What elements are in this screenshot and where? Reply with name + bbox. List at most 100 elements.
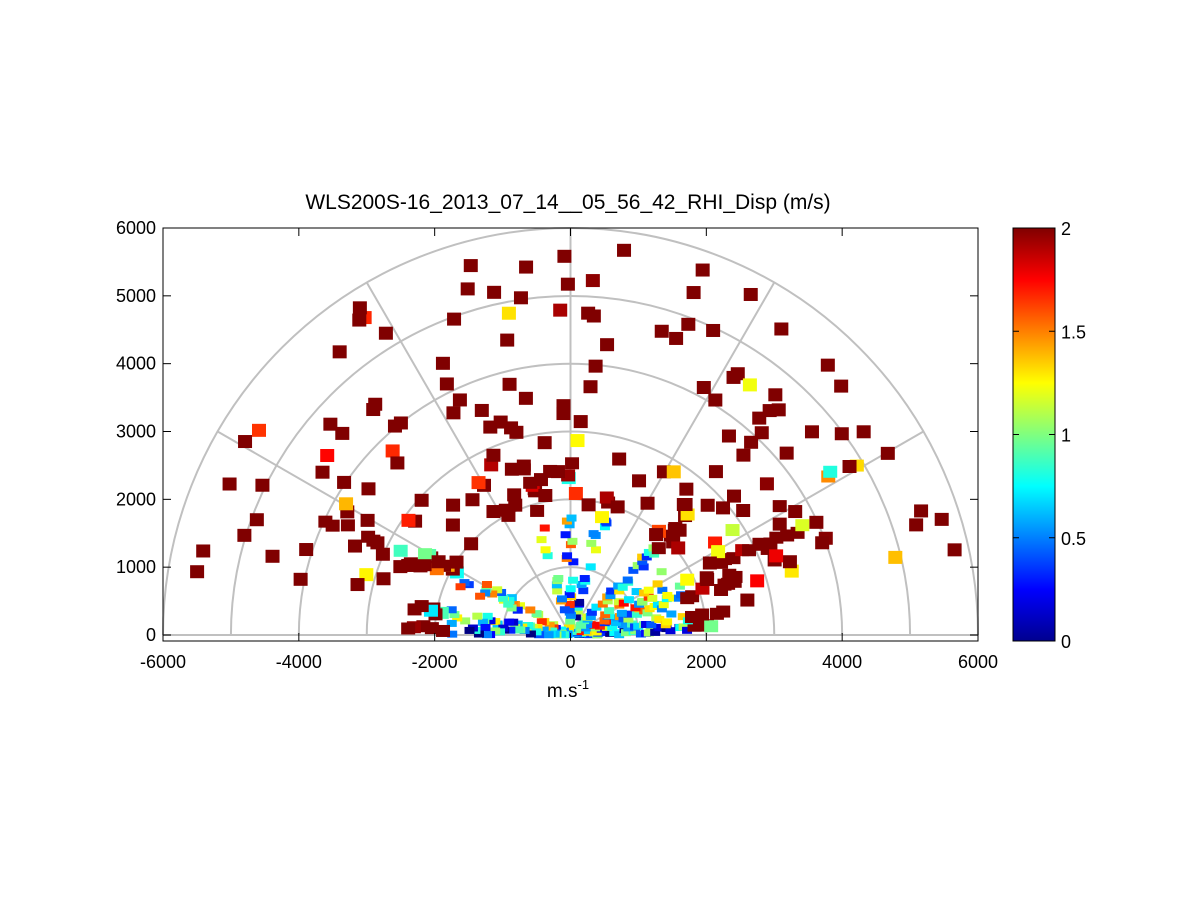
data-cell [726,370,741,384]
data-cell [654,615,665,623]
data-cell [553,303,568,317]
data-cell [475,592,486,600]
data-cell [513,291,528,305]
data-cell [542,552,553,560]
data-cell [631,610,642,618]
data-cell [666,465,681,479]
colorbar [1012,227,1056,642]
data-cell [556,595,567,603]
data-cell [606,587,617,595]
data-cell [446,619,457,627]
data-cell [581,306,596,320]
data-cell [472,612,483,620]
data-cell [617,583,628,591]
data-cell [518,391,533,405]
data-cell [237,528,252,542]
colorbar-tick-label: 1 [1061,426,1071,446]
data-cell [570,434,585,448]
data-cell [486,448,501,462]
data-cell [299,543,314,557]
data-cell [449,555,464,569]
data-cell [537,436,552,450]
data-cell [506,604,517,612]
data-cell [473,630,484,638]
data-cell [641,620,652,628]
data-cell [588,530,599,538]
data-cell [320,449,335,463]
data-cell [599,491,614,504]
data-cell [539,524,550,532]
data-cell [643,586,654,594]
data-cell [646,621,657,629]
data-cell [772,517,787,531]
data-cell [533,473,548,487]
data-cell [446,498,461,512]
data-cell [516,459,531,472]
data-cell [947,543,962,557]
y-tick-label: 3000 [116,422,156,442]
data-cell [536,618,547,626]
data-cell [752,411,767,425]
data-cell [572,607,583,615]
y-tick-label: 2000 [116,489,156,509]
data-cell [727,489,742,503]
data-cell [390,456,405,470]
data-cell [463,259,478,273]
data-cell [632,474,647,488]
data-cell [652,580,663,588]
data-cell [633,622,644,630]
x-tick-label: 0 [565,652,575,672]
colorbar-tick-label: 1.5 [1061,322,1086,342]
data-cell [485,617,496,625]
data-cell [702,556,717,570]
data-cell [490,627,501,635]
data-cell [487,285,502,299]
data-cell [674,582,685,590]
data-cell [588,359,603,373]
data-cell [375,547,390,561]
data-cell [644,605,655,613]
data-cell [551,581,562,589]
data-cell [498,594,509,602]
data-cell [640,496,655,510]
data-cell [337,475,352,489]
y-axis: 0 1000 2000 3000 4000 5000 6000 [116,218,978,645]
data-cell [677,613,688,621]
data-cell [525,630,536,638]
data-cell [744,435,759,449]
data-cell [513,626,524,634]
data-cell [474,403,489,417]
data-cell [455,583,466,591]
data-cell [418,548,433,561]
data-cell [856,425,871,439]
x-tick-label: -4000 [276,652,322,672]
data-cell [650,628,661,636]
colorbar-tick-label: 2 [1061,219,1071,239]
data-cell [393,416,408,430]
data-cell [635,630,646,638]
data-cell [696,381,711,395]
data-cell [378,326,393,340]
data-cell [774,322,789,336]
data-cell [656,605,667,613]
data-cell [614,587,625,595]
data-cell [486,505,501,519]
data-cell [414,493,429,507]
data-cell [536,536,547,544]
data-cell [567,537,578,545]
data-cell [643,548,654,556]
data-cell [642,609,653,617]
data-cell [562,552,573,560]
data-cell [600,338,615,352]
data-cell [641,553,652,561]
data-cell [550,465,565,479]
data-cell [498,503,513,517]
data-cell [585,563,596,571]
data-cell [318,515,333,528]
data-cell [531,610,542,618]
colorbar-tick-label: 0 [1061,632,1071,652]
data-cell [556,407,571,421]
data-cell [335,426,350,440]
data-cell [613,598,624,606]
data-cell [525,606,536,614]
